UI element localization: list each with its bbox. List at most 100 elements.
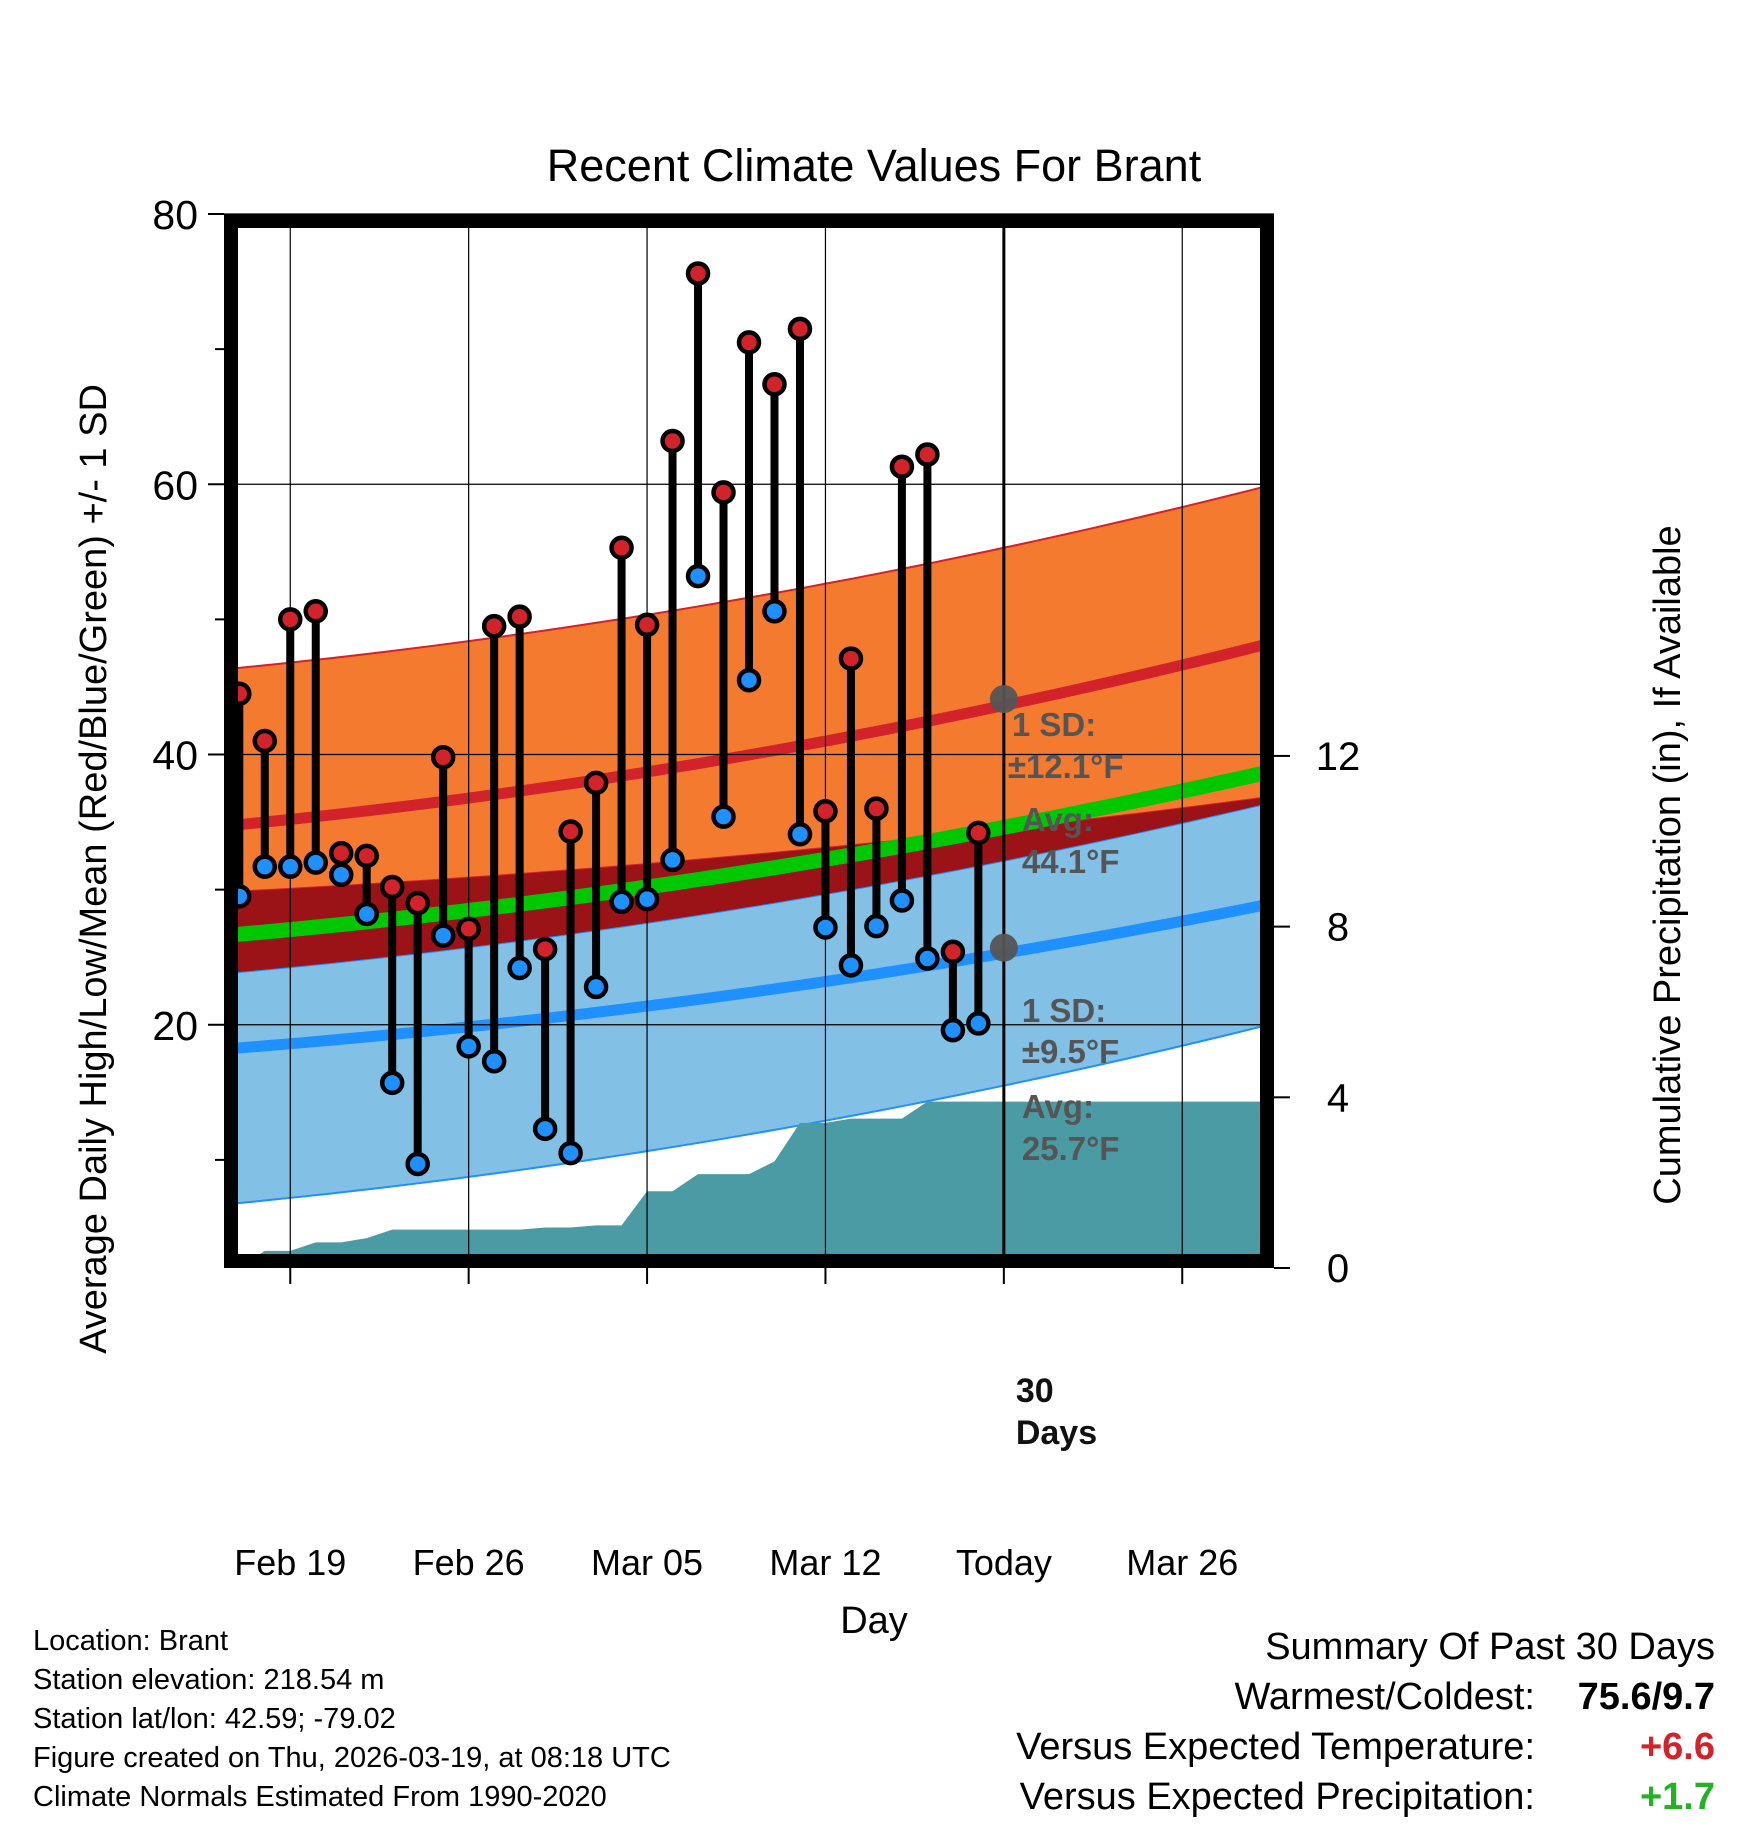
days-word-label: Days — [1016, 1414, 1097, 1452]
low-temp-dot — [634, 886, 660, 912]
y-left-axis-label: Average Daily High/Low/Mean (Red/Blue/Gr… — [73, 384, 115, 1354]
low-temp-dot — [660, 847, 685, 873]
low-sd-value: ±9.5°F — [1022, 1033, 1119, 1070]
high-temp-dot — [940, 939, 966, 965]
temp-label: Versus Expected Temperature: — [1016, 1726, 1535, 1768]
high-temp-dot — [711, 480, 736, 505]
high-temp-dot — [762, 372, 787, 397]
low-avg-label: Avg: — [1022, 1088, 1094, 1125]
high-temp-dot — [303, 599, 328, 624]
temp-value: +6.6 — [1639, 1726, 1715, 1768]
low-temp-dot — [609, 889, 634, 915]
precip-area — [239, 1101, 1274, 1268]
high-temp-dot — [532, 936, 558, 962]
y-right-tick-label: 8 — [1327, 906, 1349, 950]
low-temp-dot — [481, 1049, 507, 1074]
low-temp-dot — [328, 862, 354, 888]
location-text: Location: Brant — [33, 1625, 229, 1657]
low-temp-dot — [430, 923, 456, 948]
today-low-avg-marker — [989, 933, 1018, 962]
precip-label: Versus Expected Precipitation: — [1019, 1776, 1535, 1818]
high-sd-value: ±12.1°F — [1008, 748, 1124, 785]
high-temp-dot — [889, 454, 915, 479]
high-temp-dot — [379, 874, 405, 900]
high-temp-dot — [507, 604, 532, 629]
low-temp-dot — [940, 1017, 966, 1043]
low-temp-dot — [532, 1116, 558, 1142]
y-right-tick-label: 4 — [1327, 1076, 1349, 1120]
low-temp-dot — [787, 821, 813, 847]
x-tick-label: Feb 26 — [413, 1542, 525, 1583]
high-temp-dot — [864, 796, 889, 821]
precip-row: Versus Expected Precipitation: +1.7 — [1016, 1772, 1715, 1822]
high-avg-label: Avg: — [1022, 801, 1094, 838]
high-temp-dot — [915, 442, 940, 467]
low-temp-dot — [583, 974, 609, 1000]
y-right-tick-label: 0 — [1327, 1247, 1349, 1291]
x-tick-label: Mar 12 — [769, 1542, 881, 1583]
y-left-tick-label: 40 — [152, 733, 198, 779]
low-temp-dot — [762, 599, 787, 624]
high-temp-dot — [609, 535, 634, 561]
summary-panel: Summary Of Past 30 Days Warmest/Coldest:… — [1016, 1622, 1715, 1822]
low-temp-dot — [915, 946, 940, 971]
temp-row: Versus Expected Temperature: +6.6 — [1016, 1722, 1715, 1772]
high-temp-dot — [405, 890, 430, 916]
low-temp-dot — [252, 854, 278, 879]
high-temp-dot — [966, 820, 991, 846]
warm-cold-value: 75.6/9.7 — [1577, 1676, 1715, 1718]
high-temp-dot — [685, 261, 711, 286]
low-normal-line — [224, 897, 1274, 1055]
low-temp-dot — [838, 953, 864, 978]
low-temp-dot — [507, 955, 532, 981]
daily-observations — [227, 261, 991, 1177]
mean-normal-line — [224, 763, 1274, 944]
y-left-tick-label: 60 — [152, 462, 198, 508]
high-temp-dot — [354, 843, 379, 869]
y-right-tick-label: 12 — [1316, 735, 1361, 779]
precip-layer — [239, 1101, 1274, 1268]
annotations: 1 SD: ±12.1°F Avg: 44.1°F 1 SD: ±9.5°F Avg: 25.… — [989, 685, 1124, 1452]
high-temp-dot — [252, 728, 278, 754]
low-temp-dot — [278, 854, 303, 879]
high-temp-dot — [660, 428, 685, 454]
latlon-text: Station lat/lon: 42.59; -79.02 — [33, 1703, 396, 1735]
high-temp-dot — [430, 744, 456, 770]
high-temp-dot — [787, 316, 813, 342]
x-tick-label: Mar 26 — [1126, 1542, 1238, 1583]
elevation-text: Station elevation: 218.54 m — [33, 1664, 385, 1696]
low-temp-dot — [864, 913, 889, 939]
low-temp-dot — [813, 915, 838, 940]
summary-title: Summary Of Past 30 Days — [1265, 1626, 1715, 1668]
high-temp-dot — [583, 770, 609, 796]
chart-title: Recent Climate Values For Brant — [547, 140, 1202, 191]
plot-frame — [224, 214, 1274, 1268]
high-temp-dot — [838, 646, 864, 671]
overlap-band — [224, 796, 1274, 974]
low-avg-value: 25.7°F — [1022, 1130, 1120, 1167]
x-tick-label: Feb 19 — [234, 1542, 346, 1583]
high-temp-dot — [736, 330, 762, 355]
low-temp-dot — [405, 1151, 430, 1177]
today-high-avg-marker — [989, 685, 1018, 714]
high-temp-dot — [456, 916, 481, 942]
high-temp-dot — [328, 840, 354, 866]
low-temp-dot — [966, 1011, 991, 1036]
low-temp-dot — [303, 850, 328, 875]
high-sd-label: 1 SD: — [1012, 706, 1096, 743]
precip-value: +1.7 — [1639, 1776, 1715, 1818]
low-temp-dot — [456, 1034, 481, 1059]
created-text: Figure created on Thu, 2026-03-19, at 08… — [33, 1742, 671, 1774]
axes: 20 40 60 80 0 4 8 12 Feb 19 Feb 26 Mar 05 Mar 12 Tod… — [73, 140, 1689, 1642]
low-temp-dot — [711, 804, 736, 829]
station-info: Location: Brant Station elevation: 218.5… — [33, 1622, 671, 1817]
days-count-label: 30 — [1016, 1372, 1054, 1410]
low-temp-dot — [736, 667, 762, 693]
x-tick-label: Mar 05 — [591, 1542, 703, 1583]
low-temp-dot — [558, 1140, 583, 1166]
warm-cold-row: Warmest/Coldest: 75.6/9.7 — [1016, 1672, 1715, 1722]
high-temp-dot — [634, 612, 660, 638]
high-temp-dot — [813, 799, 838, 824]
x-axis-label: Day — [840, 1600, 908, 1642]
